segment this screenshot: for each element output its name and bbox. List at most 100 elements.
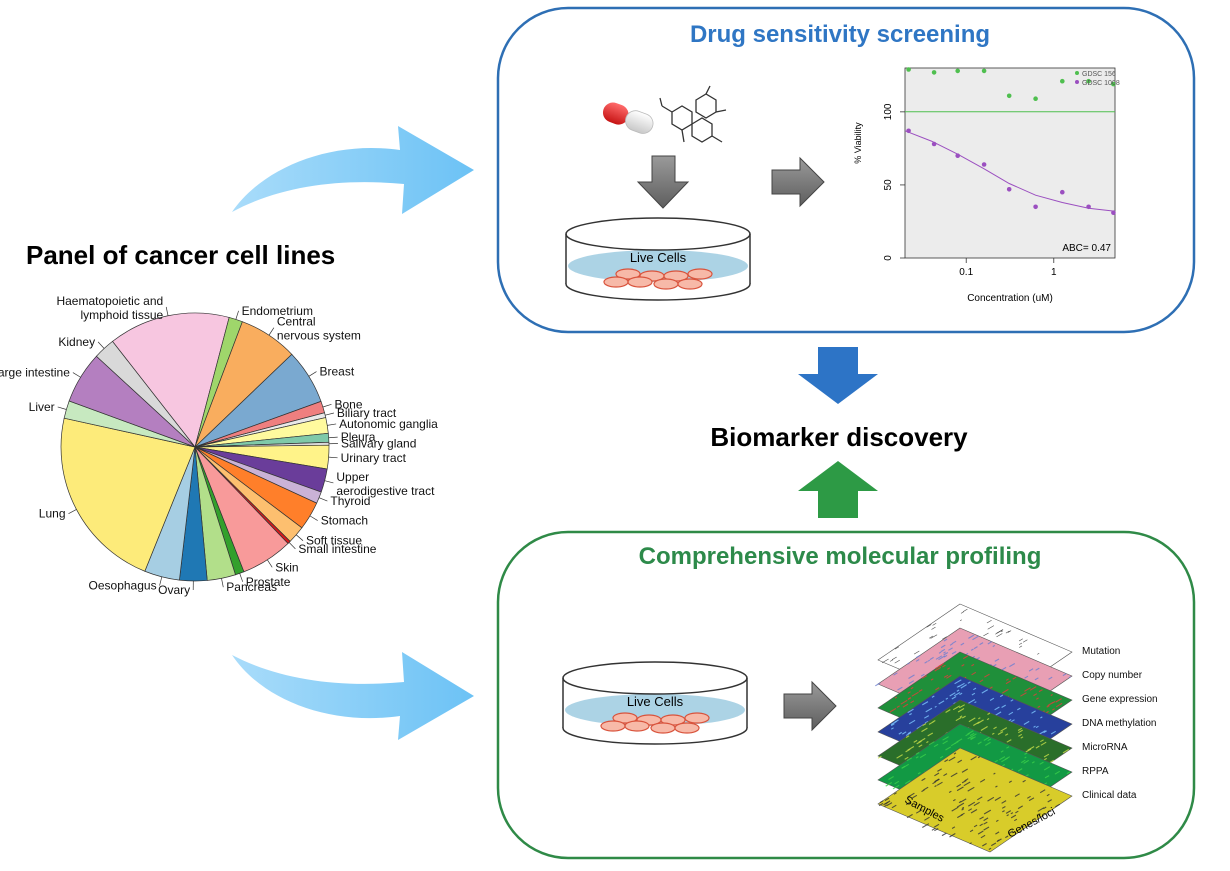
pie-label: Skin — [275, 560, 298, 574]
x-tick-label: 0.1 — [959, 267, 973, 278]
pie-label: Upper aerodigestive tract — [336, 470, 435, 498]
data-point — [955, 153, 960, 158]
pie-label: Biliary tract — [337, 406, 397, 420]
pie-leader-line — [295, 534, 304, 541]
pie-label: Stomach — [321, 514, 368, 528]
pie-label: Breast — [320, 365, 355, 379]
pie-leader-line — [327, 423, 337, 426]
pie-label: Large intestine — [0, 366, 70, 380]
pie-leader-line — [324, 480, 334, 484]
plot-area — [904, 67, 1116, 259]
data-point — [931, 70, 937, 75]
petri-dish-bottom — [562, 661, 748, 745]
fit-line-2 — [904, 130, 1116, 212]
legend-label: GDSC 1008 — [1082, 80, 1120, 87]
pie-slice-haematopoietic-and-lymphoid-tissue — [112, 312, 230, 448]
data-point — [1111, 210, 1116, 215]
pie-leader-line — [159, 576, 163, 586]
petri-dish-top — [565, 217, 751, 301]
data-point — [906, 67, 911, 72]
pie-label: Soft tissue — [306, 534, 362, 548]
pie-leader-line — [239, 573, 244, 582]
pie-leader-line — [165, 306, 169, 316]
legend-marker — [1075, 80, 1079, 84]
data-point — [1006, 93, 1012, 99]
molecular-profiling-title: Comprehensive molecular profiling — [639, 543, 1042, 570]
abc-annotation: ABC= 0.47 — [1062, 243, 1111, 254]
omics-layer-stack: Mutation Copy number Gene expression DNA me… — [875, 603, 1158, 853]
pie-label: Pancreas — [226, 580, 277, 594]
drug-screening-title: Drug sensitivity screening — [690, 21, 990, 48]
panel-title: Panel of cancer cell lines — [26, 240, 335, 270]
layer-label: RPPA — [1082, 766, 1109, 777]
layer-label: Gene expression — [1082, 694, 1158, 705]
data-point — [931, 141, 937, 147]
pill-icon — [602, 102, 654, 134]
x-axis-label: Concentration (uM) — [967, 293, 1053, 304]
pie-leader-line — [328, 436, 338, 439]
y-tick-label: 50 — [883, 179, 894, 191]
dose-response-chart: 0 50 100 0.1 1 GDSC 156 GDSC 1008 ABC= 0.47 Conc… — [853, 67, 1120, 304]
pie-label: Salivary gland — [341, 437, 416, 451]
data-point — [955, 68, 960, 74]
flow-arrow-to-screening — [232, 126, 474, 214]
legend-marker — [1075, 71, 1079, 75]
pie-label: Kidney — [58, 335, 95, 349]
up-arrow-to-biomarker — [798, 461, 878, 518]
layer-texture — [878, 752, 1061, 850]
pie-label: Pleura — [341, 430, 376, 444]
pie-label: Liver — [29, 400, 55, 414]
data-point — [981, 68, 987, 74]
layer-label: Mutation — [1082, 646, 1120, 657]
x-tick-label: 1 — [1051, 267, 1057, 278]
data-point — [981, 162, 987, 167]
dish-label-bottom: Live Cells — [627, 694, 684, 709]
pie-leader-line — [72, 372, 81, 378]
pie-label: Central nervous system — [277, 315, 361, 343]
dish-label-top: Live Cells — [630, 250, 687, 265]
pie-leader-line — [318, 497, 328, 502]
pie-label: Autonomic ganglia — [339, 417, 438, 431]
pie-label: Thyroid — [330, 494, 370, 508]
data-point — [1060, 78, 1065, 84]
biomarker-title: Biomarker discovery — [710, 422, 968, 452]
data-point — [906, 128, 911, 134]
pie-leader-line — [221, 578, 224, 588]
flow-arrow-to-profiling — [232, 652, 474, 740]
data-point — [1033, 96, 1038, 101]
data-point — [1111, 81, 1116, 87]
layer-label: Clinical data — [1082, 790, 1137, 801]
layer-label: MicroRNA — [1082, 742, 1128, 753]
tissue-labels: Haematopoietic and lymphoid tissue Endomet… — [0, 294, 438, 597]
pie-leader-line — [325, 412, 334, 416]
pie-label: Ovary — [158, 583, 190, 597]
pie-leader-line — [288, 542, 296, 550]
pie-leader-line — [57, 406, 67, 410]
data-point — [1086, 204, 1091, 210]
pie-label: Bone — [335, 397, 363, 411]
y-tick-label: 0 — [883, 255, 894, 261]
pie-leader-line — [268, 327, 275, 336]
y-axis-label: % Viability — [853, 122, 863, 164]
pie-label: Small intestine — [298, 542, 376, 556]
pie-leader-line — [235, 310, 239, 320]
data-point — [1006, 187, 1012, 192]
pie-leader-line — [328, 456, 338, 459]
pie-leader-line — [97, 341, 105, 349]
pie-label: Haematopoietic and lymphoid tissue — [56, 294, 163, 322]
pie-leader-line — [308, 371, 317, 377]
pie-slice-lung — [60, 417, 196, 572]
data-point — [1086, 78, 1091, 84]
down-arrow-to-dish — [636, 155, 690, 209]
data-point — [1060, 189, 1065, 195]
pie-label: Urinary tract — [341, 451, 407, 465]
pie-leader-line — [68, 509, 77, 514]
pie-label: Prostate — [246, 575, 291, 589]
layer-label: DNA methylation — [1082, 718, 1156, 729]
tissue-pie-chart — [60, 312, 330, 582]
down-arrow-to-biomarker — [798, 347, 878, 404]
pie-leader-line — [309, 515, 318, 521]
pie-label: Lung — [39, 507, 66, 521]
data-point — [1033, 204, 1038, 210]
